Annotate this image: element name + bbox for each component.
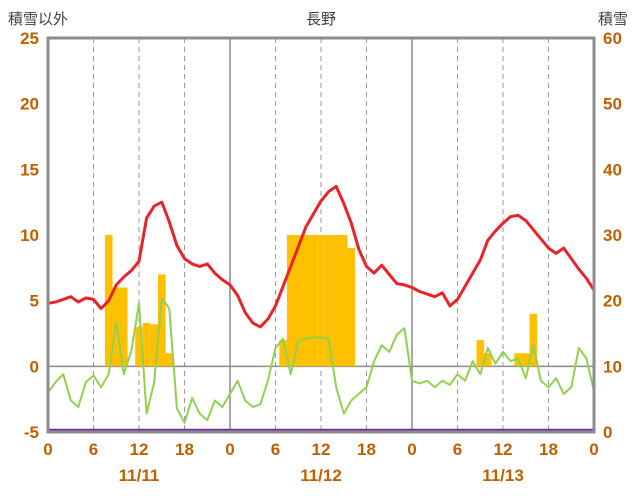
precipitation-bar [484,353,492,367]
left-axis-tick: 25 [20,29,39,48]
precipitation-bar [309,235,318,367]
right-axis-tick: 0 [603,423,612,442]
plot-border [46,36,596,434]
right-axis-tick: 20 [603,292,622,311]
left-axis-tick: 5 [30,292,39,311]
precipitation-bar [302,235,310,367]
right-axis-tick: 50 [603,95,622,114]
right-axis-title: 積雪 [597,11,628,28]
temperature-line [46,184,596,329]
precipitation-bar [476,340,485,367]
left-axis-tick: 15 [20,160,39,179]
left-axis-tick: -5 [24,423,39,442]
x-axis-tick: 0 [225,440,234,459]
precipitation-bar [347,248,356,367]
precipitation-bar [332,235,340,367]
date-label: 11/13 [482,466,524,485]
precipitation-bar [120,287,128,367]
x-axis-tick: 12 [312,440,331,459]
x-axis-tick: 6 [453,440,462,459]
date-label: 11/12 [300,466,342,485]
green-series-line [47,297,595,424]
x-axis-tick: 0 [407,440,416,459]
precipitation-bar [529,313,538,367]
right-axis-tick: 10 [603,357,622,376]
precipitation-bar [340,235,348,367]
precipitation-bar [286,235,295,367]
right-axis-tick: 40 [603,160,622,179]
right-axis-tick: 60 [603,29,622,48]
x-axis-tick: 0 [589,440,598,459]
chart-title: 長野 [305,11,336,28]
right-axis-tick: 30 [603,226,622,245]
x-axis-tick: 12 [494,440,513,459]
precipitation-bar [317,235,325,367]
x-axis-tick: 6 [89,440,98,459]
x-axis-tick: 12 [130,440,149,459]
x-axis-tick: 18 [175,440,194,459]
precipitation-bar [165,353,174,367]
x-axis-tick: 18 [357,440,376,459]
precipitation-bar [142,323,151,367]
precipitation-bar [279,340,287,367]
date-label: 11/11 [119,466,160,485]
x-axis-tick: 0 [43,440,52,459]
left-axis-title: 積雪以外 [8,11,69,28]
left-axis-tick: 0 [30,357,39,376]
precipitation-bar [324,235,333,367]
precipitation-bar [522,353,530,367]
left-axis-tick: 20 [20,95,39,114]
x-axis-tick: 18 [539,440,558,459]
left-axis-tick: 10 [20,226,39,245]
precipitation-bar [135,326,143,367]
precipitation-bar [294,235,303,367]
x-axis-tick: 6 [271,440,280,459]
precipitation-bar [158,274,166,367]
precipitation-bar [150,324,158,367]
